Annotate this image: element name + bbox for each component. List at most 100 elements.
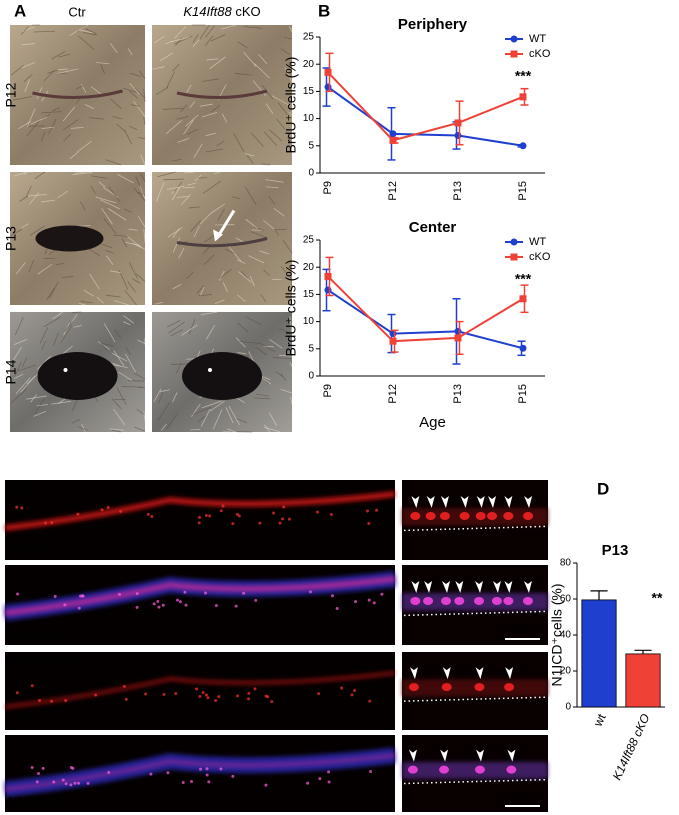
fur-strand — [109, 428, 124, 431]
bar — [625, 653, 661, 708]
fur-strand — [202, 246, 210, 255]
fur-strand — [78, 35, 95, 50]
fur-strand — [235, 237, 245, 243]
arrowhead — [460, 496, 469, 508]
eye — [182, 352, 262, 400]
cell-dot — [37, 699, 41, 703]
legend-marker — [510, 35, 518, 43]
scale-label: 20μm — [508, 790, 536, 802]
zoom-cell — [503, 597, 514, 605]
cell-dot — [41, 766, 45, 770]
fur-strand — [269, 339, 283, 349]
cell-dot — [16, 592, 20, 596]
arrowhead — [408, 749, 417, 762]
fur-strand — [17, 364, 36, 372]
cell-dot — [73, 781, 77, 785]
cell-dot — [80, 594, 84, 598]
cell-dot — [35, 780, 39, 784]
fur-strand — [43, 70, 55, 82]
cell-dot — [15, 691, 19, 695]
cell-dot — [214, 604, 218, 608]
cell-dot — [106, 506, 110, 510]
fur-strand — [103, 218, 117, 235]
fur-strand — [245, 218, 258, 230]
fur-strand — [132, 278, 141, 284]
y-axis-label: BrdU⁺ cells (%) — [283, 57, 299, 154]
zoom-cell — [475, 512, 486, 520]
fur-strand — [203, 235, 214, 243]
cell-dot — [306, 781, 310, 785]
fur-strand — [36, 404, 48, 407]
fur-strand — [226, 428, 236, 433]
cell-dot — [197, 521, 201, 525]
fur-strand — [77, 140, 92, 153]
cell-dot — [15, 505, 19, 509]
cell-dot — [214, 699, 218, 703]
fur-strand — [189, 429, 201, 431]
fur-strand — [238, 271, 252, 283]
y-tick-label: 15 — [303, 86, 315, 97]
fur-strand — [186, 84, 192, 93]
cell-dot — [161, 603, 165, 607]
marker — [324, 68, 332, 76]
fur-strand — [172, 283, 182, 290]
cell-dot — [197, 515, 201, 519]
zoom-cell — [407, 765, 418, 774]
photo — [10, 25, 145, 165]
marker — [454, 119, 462, 127]
fur-strand — [30, 394, 37, 403]
fur-strand — [159, 389, 171, 393]
fur-strand — [51, 106, 61, 112]
y-tick-label: 5 — [308, 343, 314, 354]
cell-dot — [37, 772, 41, 776]
fur-strand — [250, 26, 263, 29]
fur-strand — [263, 219, 276, 231]
zoom-cell — [523, 512, 534, 520]
y-tick-label: 15 — [303, 289, 315, 300]
cell-dot — [94, 693, 98, 697]
fur-strand — [125, 241, 141, 247]
fur-strand — [249, 275, 255, 287]
arrowhead — [411, 496, 420, 508]
fur-strand — [17, 121, 31, 130]
cell-dot — [219, 767, 223, 771]
cell-dot — [354, 600, 358, 604]
arrowhead — [475, 581, 484, 593]
zoom-cell — [439, 765, 450, 774]
fur-strand — [127, 281, 136, 293]
fur-strand — [210, 104, 221, 113]
error-bar — [634, 649, 652, 654]
fur-strand — [184, 171, 195, 174]
fur-strand — [159, 52, 173, 62]
fur-strand — [181, 324, 198, 336]
fur-strand — [113, 234, 129, 237]
series-line — [327, 275, 524, 343]
cell-dot — [264, 783, 268, 787]
x-tick-label: P12 — [387, 384, 399, 404]
micrograph-layer — [4, 480, 548, 812]
fur-strand — [111, 353, 128, 362]
legend-marker — [510, 253, 518, 261]
cell-dot — [69, 783, 73, 787]
fur-strand — [10, 388, 28, 404]
significance: *** — [515, 68, 532, 84]
x-tick-label: P15 — [517, 181, 529, 201]
fur-strand — [125, 353, 136, 373]
marker — [389, 337, 397, 345]
fur-strand — [247, 255, 265, 264]
chart-title: Center — [409, 219, 457, 236]
fur-strand — [265, 103, 274, 114]
fur-strand — [280, 48, 290, 55]
fur-strand — [99, 341, 108, 351]
cell-dot — [254, 598, 258, 602]
marker — [454, 334, 462, 342]
fur-strand — [196, 285, 205, 295]
y-axis-label: BrdU⁺ cells (%) — [283, 260, 299, 357]
legend-label: cKO — [529, 251, 551, 263]
cell-dot — [118, 592, 122, 596]
fur-strand — [47, 69, 59, 74]
fur-strand — [210, 203, 226, 214]
fur-strand — [71, 311, 82, 313]
fur-strand — [134, 87, 146, 99]
fur-strand — [129, 82, 140, 95]
